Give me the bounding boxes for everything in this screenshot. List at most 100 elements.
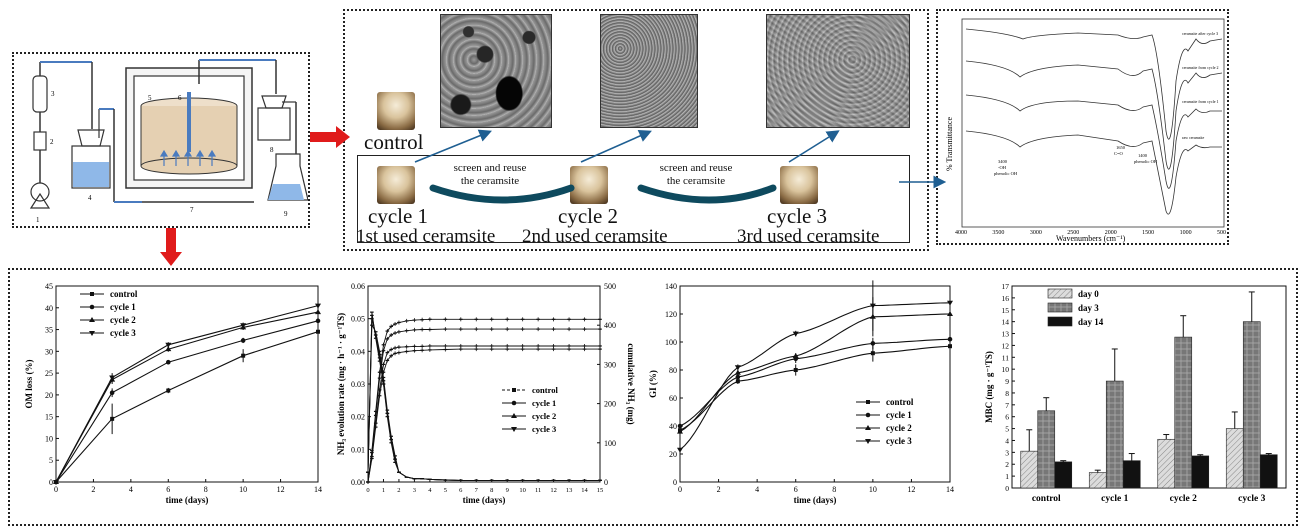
- ftir-curve-label-2: ceramsite from cycle 2: [1182, 65, 1219, 70]
- series-line-cycle-2: [679, 313, 951, 433]
- x-tick-label: 0: [678, 485, 682, 494]
- x-tick-label: 7: [475, 487, 479, 494]
- legend-label: day 14: [1078, 317, 1104, 327]
- bar-day-3: [1037, 410, 1056, 489]
- y-tick-label: 25: [45, 369, 53, 378]
- ceramsite-photo-cycle-2: [570, 166, 608, 204]
- ftir-frame: [936, 9, 1229, 245]
- apparatus-number-2: 2: [50, 138, 54, 146]
- legend-label: cycle 2: [110, 315, 136, 325]
- legend-label: cycle 1: [886, 410, 912, 420]
- legend-swatch: [1047, 288, 1073, 299]
- series-line-control: [55, 331, 319, 483]
- x-tick-label: 8: [204, 485, 208, 494]
- cycle-box: [357, 155, 910, 243]
- x-axis-label: time (days): [794, 495, 837, 505]
- series-line-control-right: [367, 348, 600, 483]
- cycle-3-label: cycle 3: [767, 204, 828, 228]
- x-category-label: control: [1032, 494, 1061, 504]
- x-tick-label: 14: [581, 487, 588, 494]
- series-line-control-left: [367, 318, 600, 481]
- legend-label: cycle 3: [886, 436, 912, 446]
- legend-label: cycle 1: [110, 302, 136, 312]
- ftir-curve-label-1: ceramsite after cycle 3: [1182, 31, 1218, 36]
- y-tick-label: 0.02: [351, 413, 365, 422]
- x-tick-label: 0: [54, 485, 58, 494]
- data-point: [870, 351, 875, 356]
- x-tick-label: 12: [277, 485, 285, 494]
- ftir-curve-1: [965, 28, 1223, 140]
- series-line-cycle-2: [55, 311, 319, 483]
- legend-marker: [89, 304, 95, 310]
- x-tick-label: 8: [832, 485, 836, 494]
- series-line-cycle-1-left: [367, 323, 600, 481]
- y-tick-label: 13: [1002, 330, 1010, 339]
- ceramsite-photo-cycle-3: [780, 166, 818, 204]
- bar-day-14: [1259, 454, 1278, 489]
- y-tick-label: 16: [1002, 294, 1010, 303]
- data-point: [315, 318, 321, 324]
- charts-frame: [8, 268, 1298, 526]
- y-tick-label: 8: [1005, 389, 1009, 398]
- bar-day-14: [1122, 460, 1141, 489]
- data-point: [241, 353, 246, 358]
- ceramsite-photo-control: [377, 92, 415, 130]
- legend-label: cycle 2: [532, 411, 556, 421]
- apparatus-number-7: 7: [190, 206, 194, 214]
- sem-image-control: [440, 14, 552, 128]
- legend-label: day 0: [1078, 289, 1099, 299]
- data-point: [792, 353, 799, 358]
- ftir-ylabel: % Transmittance: [945, 117, 954, 171]
- red-arrow-down-icon: [160, 228, 182, 266]
- legend-marker: [865, 412, 871, 418]
- data-point: [165, 342, 172, 348]
- x-axis-label: time (days): [166, 495, 209, 505]
- x-category-label: cycle 3: [1238, 494, 1265, 504]
- x-tick-label: 11: [535, 487, 541, 494]
- x-category-label: cycle 1: [1101, 494, 1128, 504]
- x-tick-label: 12: [550, 487, 557, 494]
- legend-marker: [90, 292, 94, 296]
- y2-tick-label: 300: [604, 360, 616, 369]
- data-point: [240, 338, 246, 343]
- y-axis-label: OM loss (%): [24, 360, 34, 409]
- bar-day-0: [1088, 472, 1107, 489]
- x-tick-label: 13: [566, 487, 573, 494]
- data-point: [870, 341, 876, 346]
- y-tick-label: 35: [45, 326, 53, 335]
- y-tick-label: 10: [45, 434, 53, 443]
- y-tick-label: 2: [1005, 460, 1009, 469]
- y-tick-label: 10: [1002, 365, 1010, 374]
- x-tick-label: 14: [314, 485, 322, 494]
- data-point: [677, 428, 683, 434]
- y-tick-label: 20: [669, 450, 677, 459]
- data-point: [793, 368, 798, 372]
- data-point: [869, 303, 876, 309]
- legend-marker: [511, 427, 517, 432]
- data-point: [677, 423, 683, 429]
- x-tick-label: 9: [506, 487, 509, 494]
- x-tick-label: 8: [490, 487, 493, 494]
- y-tick-label: 15: [45, 413, 53, 422]
- svg-text:phenolic OH: phenolic OH: [1134, 159, 1158, 164]
- sem-image-cycle-2: [600, 14, 698, 128]
- ftir-xtick: 1500: [1142, 230, 1154, 236]
- bar-day-3: [1105, 380, 1124, 489]
- data-point: [948, 344, 952, 349]
- y-tick-label: 0: [673, 478, 677, 487]
- ftir-annotation-oh: 3400: [998, 159, 1008, 164]
- red-arrow-right-icon: [310, 126, 350, 148]
- legend-marker: [865, 425, 871, 430]
- svg-text:-OH: -OH: [998, 165, 1007, 170]
- series-line-cycle-2-right: [367, 328, 600, 483]
- ftir-xtick: 500: [1217, 230, 1226, 236]
- series-line-cycle-3: [55, 305, 319, 483]
- x-tick-label: 4: [129, 485, 133, 494]
- legend-label: control: [532, 385, 558, 395]
- data-point: [734, 365, 741, 371]
- x-tick-label: 15: [597, 487, 604, 494]
- legend-label: day 3: [1078, 303, 1099, 313]
- data-point: [792, 331, 799, 337]
- y-tick-label: 9: [1005, 377, 1009, 386]
